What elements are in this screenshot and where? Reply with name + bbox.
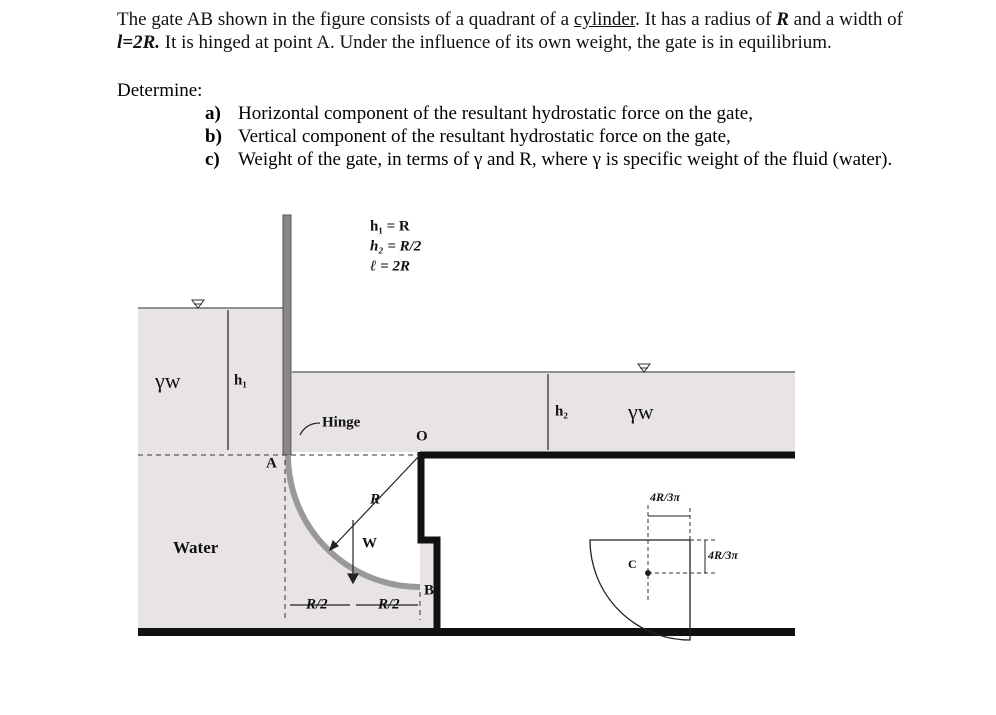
item: c) Weight of the gate, in terms of γ and … [205, 148, 903, 171]
text: It is hinged at point A. Under the influ… [160, 32, 832, 53]
items: a) Horizontal component of the resultant … [205, 102, 903, 171]
arrowhead [328, 539, 340, 552]
given: h₂ = R/2 [370, 238, 422, 254]
label: γw [154, 368, 181, 393]
given: ℓ = 2R [370, 258, 410, 274]
surface-symbol [191, 299, 205, 309]
label: 4R/3π [707, 548, 738, 562]
gate [285, 454, 421, 590]
label: γw [627, 399, 654, 424]
label: R/2 [377, 596, 400, 612]
label: C [628, 557, 637, 571]
bottom [138, 628, 795, 636]
item-text: Vertical component of the resultant hydr… [238, 126, 731, 147]
item-label: a) [205, 103, 221, 124]
label: B [424, 582, 434, 598]
text: l=2R. [117, 32, 161, 53]
wall [282, 214, 292, 456]
text: . It has a radius of [635, 9, 777, 30]
label: Water [173, 538, 219, 557]
label: O [416, 428, 428, 444]
text: cylinder [573, 9, 636, 30]
centroid [645, 570, 651, 576]
arrowhead [346, 573, 360, 585]
radius-arrow [331, 454, 421, 549]
given: h₁ = R [370, 218, 410, 234]
label: R/2 [305, 596, 328, 612]
water-right [292, 372, 795, 452]
label: h₂ [555, 403, 568, 419]
label: h₁ [234, 372, 247, 388]
structure [417, 451, 795, 630]
label: W [362, 535, 377, 551]
text: R [776, 9, 789, 30]
item-text: Weight of the gate, in terms of γ and R,… [238, 149, 893, 170]
inset-quadrant [589, 539, 691, 641]
item-label: b) [205, 126, 222, 147]
label: A [266, 455, 277, 471]
item: b) Vertical component of the resultant hy… [205, 125, 903, 148]
problem-text: The gate AB shown in the figure consists… [117, 8, 903, 54]
label: R [369, 491, 380, 507]
text: and a width of [788, 9, 903, 30]
determine: Determine: [117, 80, 203, 101]
text: The gate AB shown in the figure consists… [117, 9, 574, 30]
label: 4R/3π [649, 490, 680, 504]
item-text: Horizontal component of the resultant hy… [238, 103, 753, 124]
hinge-leader [299, 422, 321, 436]
label: Hinge [322, 414, 361, 430]
surface-symbol [637, 363, 651, 373]
item-label: c) [205, 149, 220, 170]
item: a) Horizontal component of the resultant … [205, 102, 903, 125]
